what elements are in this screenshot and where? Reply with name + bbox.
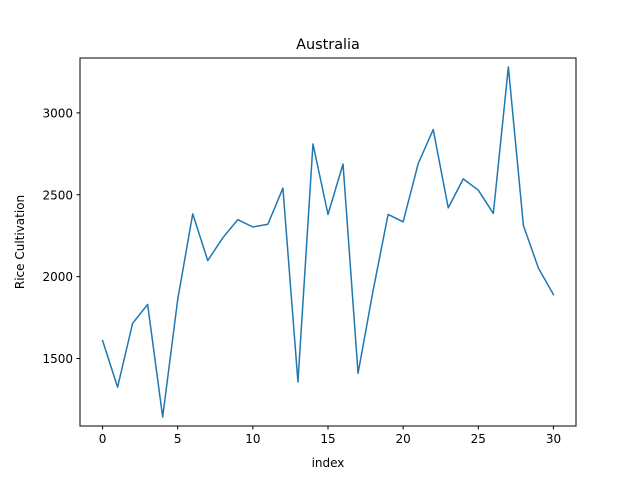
x-tick-label: 15	[320, 432, 335, 446]
x-axis: 0 5 10 15 20 25 30	[99, 426, 561, 446]
y-tick-label: 1500	[42, 352, 73, 366]
y-axis-label: Rice Cultivation	[13, 195, 27, 289]
y-tick-label: 2000	[42, 270, 73, 284]
y-axis: 1500 2000 2500 3000	[42, 106, 80, 366]
x-tick-label: 20	[396, 432, 411, 446]
chart-title: Australia	[296, 37, 360, 53]
x-axis-label: index	[312, 456, 345, 470]
x-tick-label: 25	[471, 432, 486, 446]
x-tick-label: 5	[174, 432, 182, 446]
y-tick-label: 2500	[42, 188, 73, 202]
plot-area	[101, 66, 555, 418]
axes-frame	[79, 57, 577, 427]
y-tick-label: 3000	[42, 106, 73, 120]
x-tick-label: 10	[245, 432, 260, 446]
x-tick-label: 0	[99, 432, 107, 446]
x-tick-label: 30	[546, 432, 561, 446]
series-line-0	[101, 66, 555, 418]
